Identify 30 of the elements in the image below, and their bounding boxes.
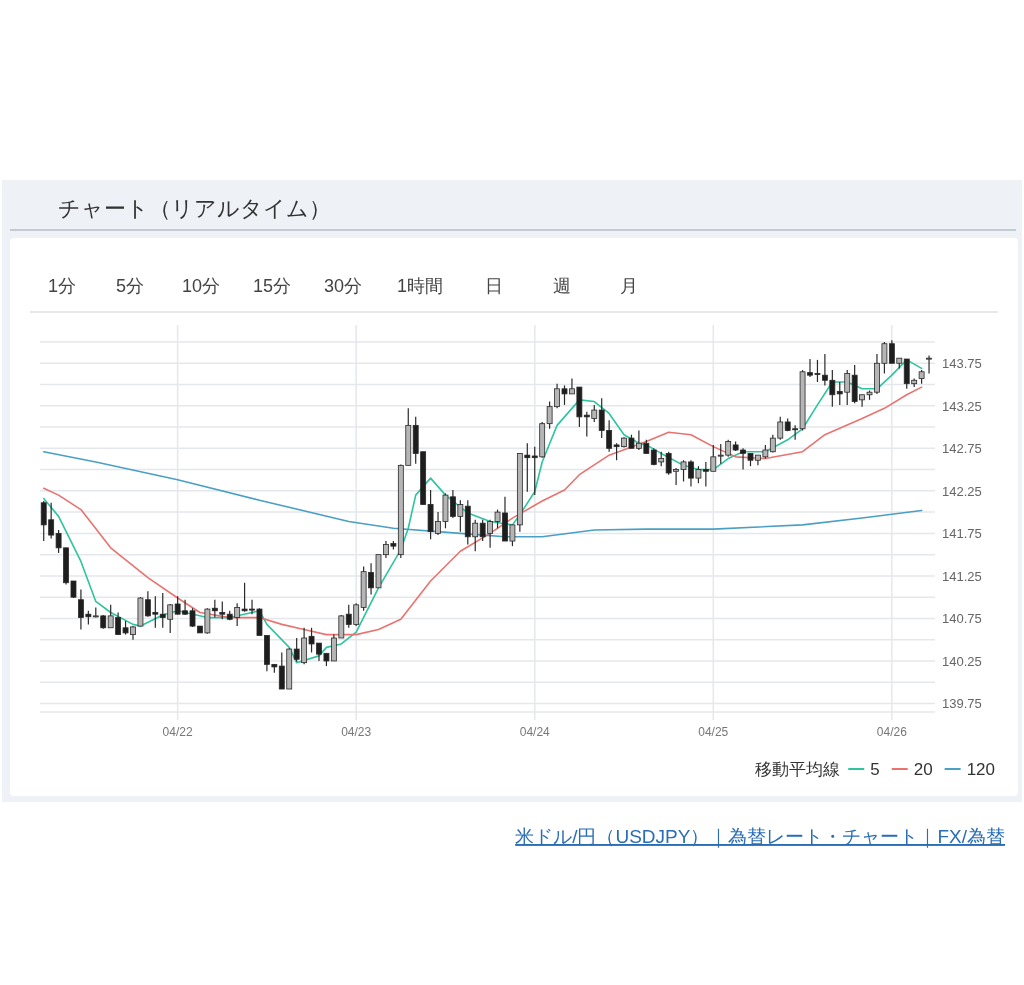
legend-label: 20 [913, 760, 933, 779]
text: 日 [485, 276, 503, 296]
x-tick-label: 04/26 [876, 725, 908, 739]
text: 30分 [323, 276, 363, 296]
chart-title: チャート（リアルタイム） [58, 196, 331, 221]
y-tick-label: 142.25 [942, 483, 982, 499]
text: 1分 [47, 276, 77, 296]
text: 10分 [181, 276, 221, 296]
legend-title: 移動平均線 [755, 760, 841, 779]
legend-label: 120 [966, 760, 995, 779]
x-tick-label: 04/25 [698, 725, 729, 739]
text: 米ドル/円（USDJPY）｜為替レート・チャート｜FX/為替 [515, 826, 1005, 848]
y-tick-label: 143.75 [942, 356, 982, 372]
y-tick-label: 142.75 [942, 441, 982, 457]
y-tick-label: 143.25 [942, 398, 982, 414]
text: 月 [620, 276, 638, 296]
text: 1時間 [396, 276, 444, 296]
text: 5分 [115, 276, 145, 296]
legend-label: 5 [870, 760, 880, 779]
y-tick-label: 139.75 [942, 696, 982, 712]
candlestick [926, 355, 932, 375]
y-tick-label: 141.25 [942, 568, 982, 584]
text: 15分 [252, 276, 292, 296]
y-tick-label: 141.75 [942, 526, 982, 542]
x-tick-label: 04/23 [341, 725, 372, 739]
x-tick-label: 04/22 [162, 725, 193, 739]
y-tick-label: 140.25 [942, 653, 982, 669]
y-tick-label: 140.75 [942, 611, 982, 627]
x-tick-label: 04/24 [519, 725, 551, 739]
text: 週 [553, 276, 571, 296]
